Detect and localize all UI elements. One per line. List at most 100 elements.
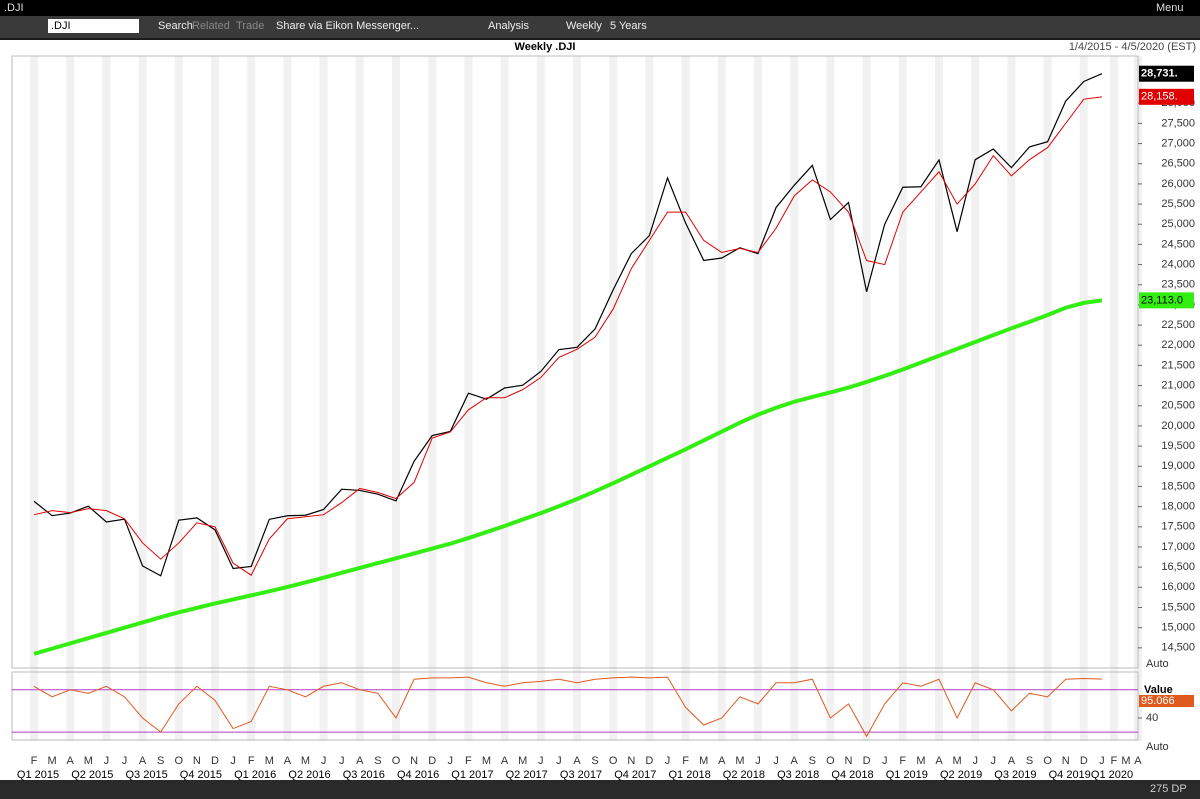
quarter-label: Q4 2018	[831, 769, 873, 781]
x-tick-label: M	[1121, 755, 1130, 767]
x-tick-label: A	[67, 755, 75, 767]
x-tick-label: A	[139, 755, 147, 767]
quarter-label: Q4 2017	[614, 769, 656, 781]
last-value-label: 28,158.	[1141, 91, 1178, 103]
oscillator-value: 95.066	[1141, 695, 1175, 707]
month-stripe	[428, 56, 437, 741]
y-tick-label: 24,000	[1161, 258, 1195, 270]
x-tick-label: J	[882, 755, 888, 767]
x-tick-label: A	[501, 755, 509, 767]
quarter-label: Q2 2017	[506, 769, 548, 781]
x-tick-label: F	[465, 755, 472, 767]
symbol-input[interactable]: .DJI	[48, 19, 139, 33]
x-tick-label: F	[682, 755, 689, 767]
x-tick-label: J	[556, 755, 562, 767]
month-stripe	[573, 56, 581, 741]
y-tick-label: 26,000	[1161, 178, 1195, 190]
quarter-label: Q1 2016	[234, 769, 276, 781]
y-tick-label: 17,500	[1161, 521, 1195, 533]
x-tick-label: M	[84, 755, 93, 767]
quarter-label: Q1 2019	[886, 769, 928, 781]
y-tick-label: 26,500	[1161, 158, 1195, 170]
y-tick-label: 15,500	[1161, 601, 1195, 613]
month-stripe	[645, 56, 654, 741]
x-tick-label: S	[1026, 755, 1033, 767]
month-stripe	[211, 56, 219, 741]
x-tick-label: A	[718, 755, 726, 767]
month-stripe	[102, 56, 111, 741]
x-tick-label: J	[755, 755, 761, 767]
x-tick-label: D	[645, 755, 653, 767]
month-stripe	[138, 56, 147, 741]
quarter-label: Q1 2020	[1091, 769, 1133, 781]
month-stripe	[717, 56, 726, 741]
oscillator-panel	[11, 671, 1139, 741]
chart: Weekly .DJI 1/4/2015 - 4/5/2020 (EST) 14…	[0, 40, 1200, 799]
x-tick-label: O	[1043, 755, 1052, 767]
x-tick-label: A	[284, 755, 292, 767]
x-tick-label: O	[175, 755, 184, 767]
points-label: 275 DP	[1150, 783, 1187, 795]
x-tick-label: S	[157, 755, 164, 767]
y-tick-label: 25,500	[1161, 198, 1195, 210]
x-tick-label: A	[573, 755, 581, 767]
x-tick-label: M	[265, 755, 274, 767]
month-stripe	[971, 56, 980, 741]
quarter-label: Q3 2019	[994, 769, 1036, 781]
y-tick-label: 22,000	[1161, 339, 1195, 351]
x-tick-label: A	[356, 755, 364, 767]
x-tick-label: O	[609, 755, 618, 767]
x-tick-label: J	[122, 755, 128, 767]
x-tick-label: J	[538, 755, 544, 767]
x-tick-label: N	[193, 755, 201, 767]
chart-subtitle: 1/4/2015 - 4/5/2020 (EST)	[1069, 41, 1196, 53]
y-tick-label: 27,500	[1161, 117, 1195, 129]
quarter-label: Q1 2017	[451, 769, 493, 781]
x-tick-label: N	[845, 755, 853, 767]
y-tick-label: 24,500	[1161, 238, 1195, 250]
interval-button[interactable]: Weekly	[566, 20, 602, 32]
x-tick-label: F	[31, 755, 38, 767]
share-button[interactable]: Share via Eikon Messenger...	[276, 20, 420, 32]
month-stripe	[536, 56, 545, 741]
trade-button[interactable]: Trade	[236, 20, 265, 32]
oscillator-value-box	[1139, 695, 1194, 707]
related-button[interactable]: Related	[192, 20, 230, 32]
menu[interactable]: Menu	[1156, 2, 1184, 14]
x-tick-label: D	[863, 755, 871, 767]
y-tick-label: 21,000	[1161, 380, 1195, 392]
month-stripe	[247, 56, 256, 741]
chart-title: Weekly .DJI	[515, 41, 576, 53]
month-stripe	[898, 56, 907, 741]
x-tick-label: M	[953, 755, 962, 767]
quarter-label: Q1 2015	[17, 769, 59, 781]
month-stripe	[392, 56, 400, 741]
month-stripe	[355, 56, 364, 741]
last-value-label: 23,113.0	[1141, 294, 1183, 306]
quarter-label: Q3 2016	[343, 769, 385, 781]
window-title: .DJI	[4, 2, 24, 14]
y-tick-label: 22,500	[1161, 319, 1195, 331]
x-tick-label: J	[230, 755, 236, 767]
y-tick-label: 18,000	[1161, 501, 1195, 513]
search-button[interactable]: Search	[158, 20, 193, 32]
x-tick-label: M	[735, 755, 744, 767]
quarter-label: Q2 2016	[288, 769, 330, 781]
month-stripe	[319, 56, 328, 741]
range-button[interactable]: 5 Years	[610, 20, 647, 32]
x-tick-label: A	[935, 755, 943, 767]
analysis-button[interactable]: Analysis	[488, 20, 529, 32]
toolbar: .DJI Search Related Trade Share via Eiko…	[0, 16, 1200, 38]
month-stripe	[609, 56, 618, 741]
last-value-box	[1139, 292, 1194, 309]
x-tick-label: S	[374, 755, 381, 767]
oscillator-line	[33, 676, 1102, 738]
x-tick-label: D	[428, 755, 436, 767]
x-tick-label: J	[321, 755, 327, 767]
x-tick-label: N	[1062, 755, 1070, 767]
x-tick-label: S	[591, 755, 598, 767]
month-stripe	[500, 56, 509, 741]
x-tick-label: M	[482, 755, 491, 767]
y-tick-label: 40	[1146, 712, 1158, 724]
quarter-label: Q2 2015	[71, 769, 113, 781]
